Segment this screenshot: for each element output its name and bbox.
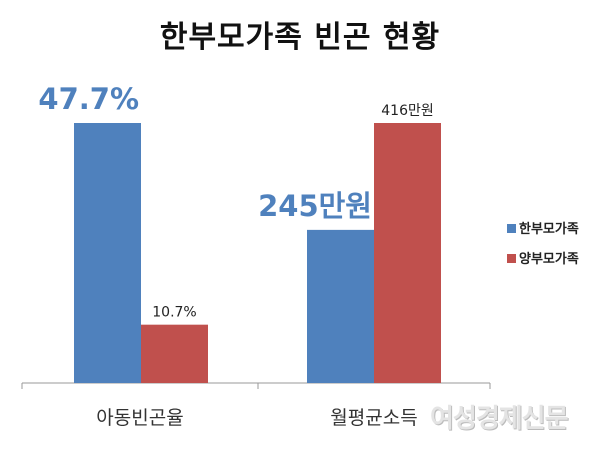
bar-single-parent	[307, 229, 374, 383]
bar-single-parent	[74, 123, 141, 383]
data-label: 245만원	[258, 189, 372, 223]
x-tick-label: 월평균소득	[330, 407, 417, 429]
legend-item-two-parent: 양부모가족	[507, 248, 579, 267]
legend-label: 한부모가족	[519, 222, 579, 237]
bar-two-parent	[141, 324, 208, 383]
bar-two-parent	[374, 123, 441, 383]
x-tick-label: 아동빈곤율	[96, 407, 183, 429]
legend-label: 양부모가족	[519, 252, 579, 267]
legend-swatch	[507, 224, 516, 233]
watermark: 여성경제신문	[430, 404, 569, 434]
data-label: 416만원	[381, 103, 433, 119]
data-label: 47.7%	[38, 82, 139, 116]
legend-swatch	[507, 254, 516, 263]
data-label: 10.7%	[152, 305, 196, 321]
chart-title: 한부모가족 빈곤 현황	[159, 20, 441, 55]
legend-item-single-parent: 한부모가족	[507, 218, 579, 237]
